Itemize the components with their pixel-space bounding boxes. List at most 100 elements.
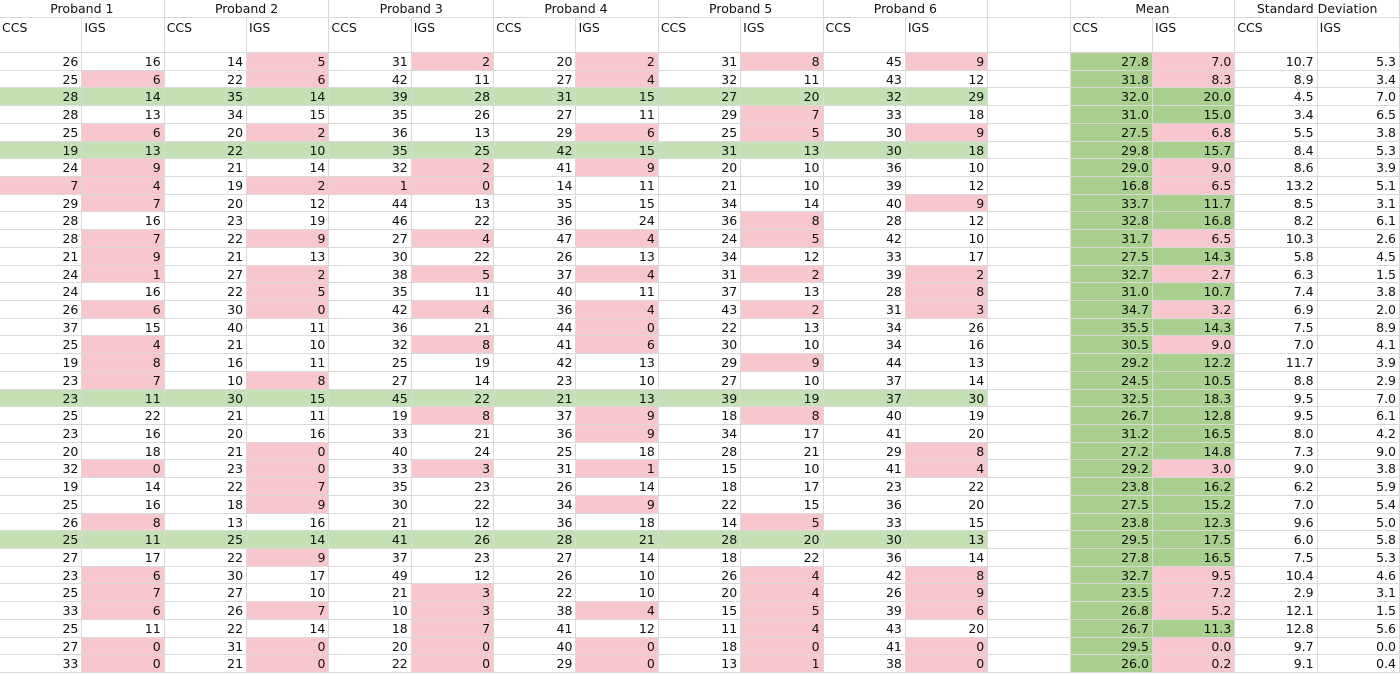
cell: 7 <box>82 194 165 213</box>
cell: 42 <box>823 230 906 248</box>
cell: 22 <box>411 389 495 408</box>
cell: 22 <box>905 478 989 496</box>
cell: 39 <box>823 177 906 195</box>
cell: 8.6 <box>1235 159 1318 177</box>
cell: 12 <box>411 566 495 585</box>
cell: 9.0 <box>1235 460 1318 479</box>
cell: 4.2 <box>1317 425 1400 443</box>
cell: 23 <box>164 460 248 479</box>
cell: 3.4 <box>1235 106 1318 124</box>
cell: 20 <box>905 425 989 443</box>
cell: 29 <box>823 442 906 461</box>
cell: 25 <box>0 407 83 425</box>
cell: 11 <box>411 70 495 89</box>
cell: 27 <box>0 549 83 567</box>
cell: 18 <box>905 106 989 124</box>
cell: 21 <box>658 177 742 195</box>
cell: 5.9 <box>1317 478 1400 496</box>
cell: 7 <box>741 106 824 124</box>
cell: 21 <box>411 425 495 443</box>
cell: 19 <box>0 354 83 372</box>
empty-cell <box>988 301 1071 319</box>
cell: 16.2 <box>1152 478 1236 496</box>
cell: 3.2 <box>1152 301 1236 319</box>
cell: 39 <box>329 88 412 107</box>
cell: 11.7 <box>1235 354 1318 372</box>
cell: 27.2 <box>1070 442 1153 461</box>
cell: 32.0 <box>1070 88 1153 107</box>
cell: 21 <box>741 442 824 461</box>
cell: 20 <box>0 442 83 461</box>
cell: 27 <box>329 371 412 390</box>
cell: 35 <box>164 88 248 107</box>
cell: 14 <box>247 619 330 638</box>
cell: 5.3 <box>1317 549 1400 567</box>
cell: 4 <box>576 230 659 248</box>
cell: 1 <box>576 460 659 479</box>
cell: 14.3 <box>1152 247 1236 266</box>
cell: 1.5 <box>1317 602 1400 620</box>
cell: 14 <box>576 478 659 496</box>
cell: 13 <box>82 141 165 160</box>
cell: 30 <box>823 123 906 142</box>
cell: 10 <box>741 159 824 177</box>
cell: 4 <box>411 230 495 248</box>
cell: 0.0 <box>1317 637 1400 656</box>
sub-header: IGS <box>576 18 659 53</box>
cell: 0 <box>411 637 495 656</box>
cell: 3 <box>905 301 989 319</box>
cell: 8.0 <box>1235 425 1318 443</box>
cell: 16 <box>164 354 248 372</box>
cell: 17 <box>741 425 824 443</box>
cell: 4 <box>576 301 659 319</box>
cell: 25 <box>164 531 248 549</box>
cell: 8.3 <box>1152 70 1236 89</box>
cell: 16.5 <box>1152 425 1236 443</box>
group-header: Proband 6 <box>823 0 989 18</box>
cell: 6 <box>576 123 659 142</box>
cell: 4.1 <box>1317 336 1400 355</box>
cell: 41 <box>823 460 906 479</box>
sub-header: IGS <box>1317 18 1400 53</box>
cell: 36 <box>658 212 742 231</box>
cell: 23 <box>164 212 248 231</box>
cell: 5 <box>741 123 824 142</box>
empty-cell <box>988 230 1071 248</box>
cell: 13 <box>247 247 330 266</box>
empty-cell <box>988 247 1071 266</box>
cell: 23 <box>411 549 495 567</box>
cell: 21 <box>164 407 248 425</box>
cell: 28 <box>823 283 906 301</box>
cell: 27 <box>0 637 83 656</box>
cell: 30 <box>164 566 248 585</box>
cell: 0 <box>247 637 330 656</box>
empty-cell <box>988 18 1071 53</box>
cell: 21 <box>329 513 412 532</box>
cell: 22 <box>411 212 495 231</box>
cell: 6 <box>82 602 165 620</box>
cell: 12.1 <box>1235 602 1318 620</box>
cell: 6.3 <box>1235 265 1318 284</box>
cell: 6.9 <box>1235 301 1318 319</box>
cell: 0 <box>905 655 989 673</box>
empty-cell <box>988 371 1071 390</box>
cell: 28 <box>0 88 83 107</box>
cell: 46 <box>329 212 412 231</box>
cell: 0 <box>576 318 659 337</box>
cell: 25 <box>0 584 83 603</box>
cell: 18 <box>658 549 742 567</box>
cell: 7.0 <box>1152 53 1236 71</box>
cell: 13 <box>576 247 659 266</box>
sub-header: IGS <box>905 18 989 53</box>
cell: 7.0 <box>1317 389 1400 408</box>
cell: 35 <box>329 478 412 496</box>
cell: 30.5 <box>1070 336 1153 355</box>
cell: 17 <box>247 566 330 585</box>
cell: 9 <box>576 407 659 425</box>
cell: 7.4 <box>1235 283 1318 301</box>
cell: 25 <box>0 619 83 638</box>
cell: 13 <box>164 513 248 532</box>
group-header: Mean <box>1070 0 1236 18</box>
cell: 4.5 <box>1317 247 1400 266</box>
cell: 2.9 <box>1235 584 1318 603</box>
